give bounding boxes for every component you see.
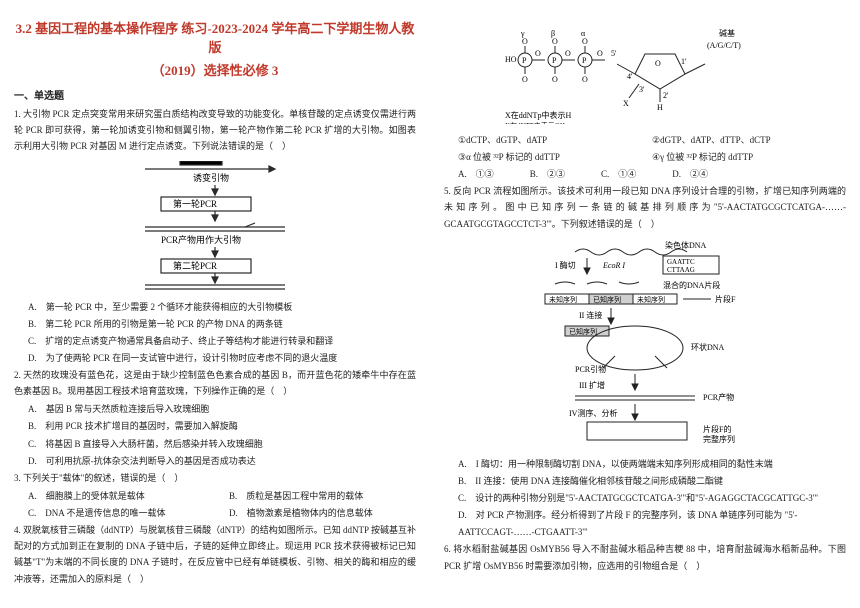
q3-opt-d: D. 植物激素是植物体内的信息载体 [215, 505, 416, 522]
q5-opt-d: D. 对 PCR 产物测序。经分析得到了片段 F 的完整序列，该 DNA 单链序… [444, 507, 846, 541]
q5-opt-a: A. I 酶切：用一种限制酶切割 DNA，以使两端端末知序列形成相同的黏性末端 [444, 456, 846, 473]
svg-text:染色体DNA: 染色体DNA [665, 240, 707, 250]
q4-opt-d: D. ②④ [672, 166, 708, 183]
q5-opt-c: C. 设计的两种引物分别是"5'-AACTATGCGCTCATGA-3'"和"5… [444, 490, 846, 507]
q4-choice2: ②dGTP、dATP、dTTP、dCTP [652, 132, 846, 149]
svg-text:O: O [552, 75, 558, 84]
q2-opt-b: B. 利用 PCR 技术扩增目的基因时，需要加入解旋酶 [14, 418, 416, 435]
section-heading: 一、单选题 [14, 87, 416, 102]
q1-opt-d: D. 为了使两轮 PCR 在同一支试管中进行，设计引物时应考虑不同的退火温度 [14, 350, 416, 367]
q2-opt-d: D. 可利用抗原-抗体杂交法判断导入的基因是否成功表达 [14, 453, 416, 470]
q4-stem: 4. 双脱氧核苷三磷酸（ddNTP）与脱氧核苷三磷酸（dNTP）的结构如图所示。… [14, 522, 416, 587]
q2-stem: 2. 天然的玫瑰没有蓝色花，这是由于缺少控制蓝色色素合成的基因 B，而开蓝色花的… [14, 367, 416, 399]
q1-stem: 1. 大引物 PCR 定点突变常用来研究蛋白质结构改变导致的功能变化。单核苷酸的… [14, 106, 416, 155]
svg-text:EcoR I: EcoR I [602, 261, 625, 270]
svg-text:O: O [552, 37, 558, 46]
svg-text:II 连接: II 连接 [579, 310, 602, 320]
q4-options-row: A. ①③ B. ②③ C. ①④ D. ②④ [444, 166, 846, 183]
q2-opt-a: A. 基因 B 常与天然质粒连接后导入玫瑰细胞 [14, 401, 416, 418]
svg-text:X在dNTP中表示OH: X在dNTP中表示OH [505, 121, 565, 124]
q3-opt-a: A. 细胞膜上的受体就是载体 [14, 488, 215, 505]
svg-text:O: O [582, 75, 588, 84]
svg-text:5': 5' [611, 49, 617, 58]
q1-opt-a: A. 第一轮 PCR 中，至少需要 2 个循环才能获得相应的大引物模板 [14, 299, 416, 316]
svg-text:未知序列: 未知序列 [549, 295, 577, 304]
q3-stem: 3. 下列关于"载体"的叙述，错误的是（ ） [14, 470, 416, 486]
q4-choice1: ①dCTP、dGTP、dATP [458, 132, 652, 149]
svg-text:碱基: 碱基 [719, 28, 735, 38]
svg-text:第二轮PCR: 第二轮PCR [173, 260, 217, 271]
svg-text:GAATTC: GAATTC [667, 258, 695, 266]
svg-text:片段F: 片段F [715, 294, 736, 304]
svg-text:环状DNA: 环状DNA [691, 342, 725, 352]
svg-text:诱变引物: 诱变引物 [193, 172, 229, 183]
svg-text:O: O [522, 75, 528, 84]
figure-pcr-flow: 诱变引物 第一轮PCR PCR产物用作大引物 第二轮PCR [14, 161, 416, 293]
svg-text:1': 1' [681, 57, 687, 66]
svg-text:PCR引物: PCR引物 [575, 364, 606, 374]
svg-text:O: O [582, 37, 588, 46]
svg-text:P: P [522, 56, 527, 65]
svg-text:PCR产物: PCR产物 [703, 392, 734, 402]
q2-opt-c: C. 将基因 B 直接导入大肠杆菌，然后感染并转入玫瑰细胞 [14, 436, 416, 453]
q1-opt-c: C. 扩增的定点诱变产物通常具备启动子、终止子等结构才能进行转录和翻译 [14, 333, 416, 350]
q3-opt-b: B. 质粒是基因工程中常用的载体 [215, 488, 416, 505]
title-main: 3.2 基因工程的基本操作程序 练习-2023-2024 学年高二下学期生物人教… [14, 18, 416, 56]
svg-text:P: P [552, 56, 557, 65]
q4-opt-a: A. ①③ [458, 166, 494, 183]
svg-text:X: X [623, 99, 629, 108]
q4-opt-c: C. ①④ [601, 166, 636, 183]
svg-text:第一轮PCR: 第一轮PCR [173, 198, 217, 209]
svg-text:HO: HO [505, 55, 517, 64]
svg-text:CTTAAG: CTTAAG [667, 266, 695, 274]
q5-stem: 5. 反向 PCR 流程如图所示。该技术可利用一段已知 DNA 序列设计合理的引… [444, 183, 846, 232]
svg-text:O: O [565, 49, 571, 58]
svg-text:4': 4' [627, 72, 633, 81]
svg-text:片段F的: 片段F的 [703, 424, 731, 434]
svg-text:IV测序、分析: IV测序、分析 [569, 408, 617, 418]
svg-text:2': 2' [663, 91, 669, 100]
svg-text:I 酶切: I 酶切 [555, 260, 576, 270]
svg-text:已知序列: 已知序列 [569, 327, 597, 336]
svg-text:P: P [582, 56, 587, 65]
svg-text:O: O [597, 49, 603, 58]
svg-text:X在ddNTp中表示H: X在ddNTp中表示H [505, 110, 571, 120]
svg-text:III 扩增: III 扩增 [579, 380, 605, 390]
q3-opt-c: C. DNA 不是遗传信息的唯一载体 [14, 505, 215, 522]
svg-text:3': 3' [639, 85, 645, 94]
q4-choice3: ③α 位被 ³²P 标记的 ddTTP [458, 149, 652, 166]
right-column: γ β α 碱基 (A/G/C/T) HO P O P O P O O O O … [430, 0, 860, 608]
q5-opt-b: B. II 连接：使用 DNA 连接酶催化相邻核苷酸之间形成磷酸二酯键 [444, 473, 846, 490]
left-column: 3.2 基因工程的基本操作程序 练习-2023-2024 学年高二下学期生物人教… [0, 0, 430, 608]
svg-text:未知序列: 未知序列 [637, 295, 665, 304]
q4-opt-b: B. ②③ [530, 166, 565, 183]
q4-choice4: ④γ 位被 ³²P 标记的 ddTTP [652, 149, 846, 166]
svg-text:完整序列: 完整序列 [703, 434, 735, 444]
svg-text:O: O [535, 49, 541, 58]
svg-text:O: O [655, 59, 661, 68]
svg-text:PCR产物用作大引物: PCR产物用作大引物 [161, 234, 241, 245]
svg-text:(A/G/C/T): (A/G/C/T) [707, 41, 741, 50]
svg-text:混合的DNA片段: 混合的DNA片段 [663, 280, 720, 290]
svg-text:已知序列: 已知序列 [593, 295, 621, 304]
q1-opt-b: B. 第二轮 PCR 所用的引物是第一轮 PCR 的产物 DNA 的两条链 [14, 316, 416, 333]
svg-text:H: H [657, 103, 663, 112]
svg-text:O: O [522, 37, 528, 46]
figure-nucleotide: γ β α 碱基 (A/G/C/T) HO P O P O P O O O O … [444, 24, 846, 126]
q6-stem: 6. 将水稻耐盐碱基因 OsMYB56 导入不耐盐碱水稻品种吉粳 88 中，培育… [444, 541, 846, 573]
title-sub: （2019）选择性必修 3 [14, 60, 416, 79]
figure-inverse-pcr: 染色体DNA I 酶切 EcoR I GAATTC CTTAAG 混合的DNA片… [444, 238, 846, 450]
